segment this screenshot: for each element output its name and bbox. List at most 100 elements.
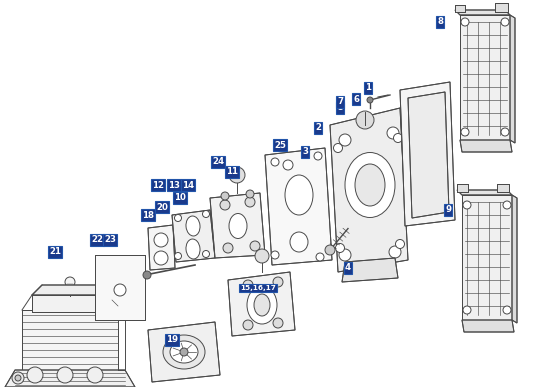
Circle shape (367, 97, 373, 103)
Circle shape (325, 245, 335, 255)
Circle shape (203, 211, 210, 217)
Text: 12: 12 (152, 180, 164, 190)
Polygon shape (210, 193, 265, 258)
Circle shape (339, 249, 351, 261)
Text: 1: 1 (365, 84, 371, 92)
Circle shape (501, 18, 509, 26)
Circle shape (461, 18, 469, 26)
Ellipse shape (229, 214, 247, 238)
Circle shape (154, 251, 168, 265)
Ellipse shape (355, 164, 385, 206)
Circle shape (394, 134, 402, 142)
Polygon shape (172, 210, 215, 262)
Polygon shape (228, 272, 295, 336)
Circle shape (114, 284, 126, 296)
Polygon shape (330, 108, 408, 272)
Polygon shape (5, 370, 135, 387)
Circle shape (463, 201, 471, 209)
Text: 23: 23 (104, 236, 116, 245)
Circle shape (333, 144, 342, 152)
Circle shape (463, 306, 471, 314)
Text: 20: 20 (156, 202, 168, 212)
Circle shape (316, 253, 324, 261)
Circle shape (154, 233, 168, 247)
Circle shape (87, 367, 103, 383)
Circle shape (273, 318, 283, 328)
Text: 7: 7 (337, 98, 343, 106)
Ellipse shape (254, 294, 270, 316)
Text: 2: 2 (315, 123, 321, 132)
Ellipse shape (345, 152, 395, 217)
Polygon shape (457, 184, 468, 192)
Ellipse shape (290, 232, 308, 252)
Circle shape (174, 252, 181, 260)
Text: 8: 8 (437, 17, 443, 26)
Text: 14: 14 (182, 180, 194, 190)
Polygon shape (148, 225, 175, 270)
Circle shape (461, 128, 469, 136)
Ellipse shape (247, 286, 277, 324)
Circle shape (387, 127, 399, 139)
Polygon shape (455, 10, 510, 15)
Circle shape (339, 134, 351, 146)
Circle shape (15, 375, 21, 381)
Circle shape (27, 367, 43, 383)
Circle shape (12, 372, 24, 384)
Text: 19: 19 (166, 336, 178, 344)
Text: 6: 6 (353, 94, 359, 103)
Polygon shape (460, 140, 512, 152)
Ellipse shape (163, 335, 205, 369)
Ellipse shape (170, 341, 198, 363)
Circle shape (246, 190, 254, 198)
Circle shape (503, 201, 511, 209)
Circle shape (503, 306, 511, 314)
Polygon shape (265, 148, 332, 265)
Ellipse shape (186, 239, 200, 259)
Ellipse shape (285, 175, 313, 215)
Text: 3: 3 (302, 147, 308, 156)
Polygon shape (455, 5, 465, 12)
Polygon shape (400, 82, 455, 226)
Circle shape (501, 128, 509, 136)
Circle shape (180, 348, 188, 356)
Text: 21: 21 (49, 248, 61, 257)
Polygon shape (462, 320, 514, 332)
Circle shape (245, 197, 255, 207)
Circle shape (174, 214, 181, 221)
Circle shape (395, 240, 404, 248)
Polygon shape (495, 3, 508, 12)
Circle shape (271, 158, 279, 166)
Circle shape (221, 192, 229, 200)
Text: 9: 9 (445, 205, 451, 214)
Circle shape (283, 160, 293, 170)
Text: 4: 4 (345, 264, 351, 272)
Circle shape (223, 243, 233, 253)
Circle shape (389, 246, 401, 258)
Text: 5: 5 (337, 103, 343, 113)
Circle shape (203, 250, 210, 257)
Circle shape (271, 251, 279, 259)
Polygon shape (512, 195, 517, 323)
Circle shape (314, 152, 322, 160)
Text: 24: 24 (212, 158, 224, 166)
Polygon shape (497, 184, 509, 192)
Circle shape (65, 277, 75, 287)
Polygon shape (342, 258, 398, 282)
Text: 11: 11 (226, 168, 238, 176)
Polygon shape (457, 190, 512, 195)
Circle shape (335, 243, 345, 252)
Circle shape (57, 367, 73, 383)
Circle shape (229, 167, 245, 183)
Circle shape (220, 200, 230, 210)
Polygon shape (148, 322, 220, 382)
Circle shape (143, 271, 151, 279)
Circle shape (243, 280, 253, 290)
Polygon shape (32, 295, 108, 312)
Polygon shape (510, 15, 515, 143)
Polygon shape (408, 92, 449, 218)
Text: 25: 25 (274, 140, 286, 149)
Text: 15,16,17: 15,16,17 (240, 285, 276, 291)
Ellipse shape (186, 216, 200, 236)
Text: 18: 18 (142, 211, 154, 219)
Polygon shape (95, 255, 145, 320)
